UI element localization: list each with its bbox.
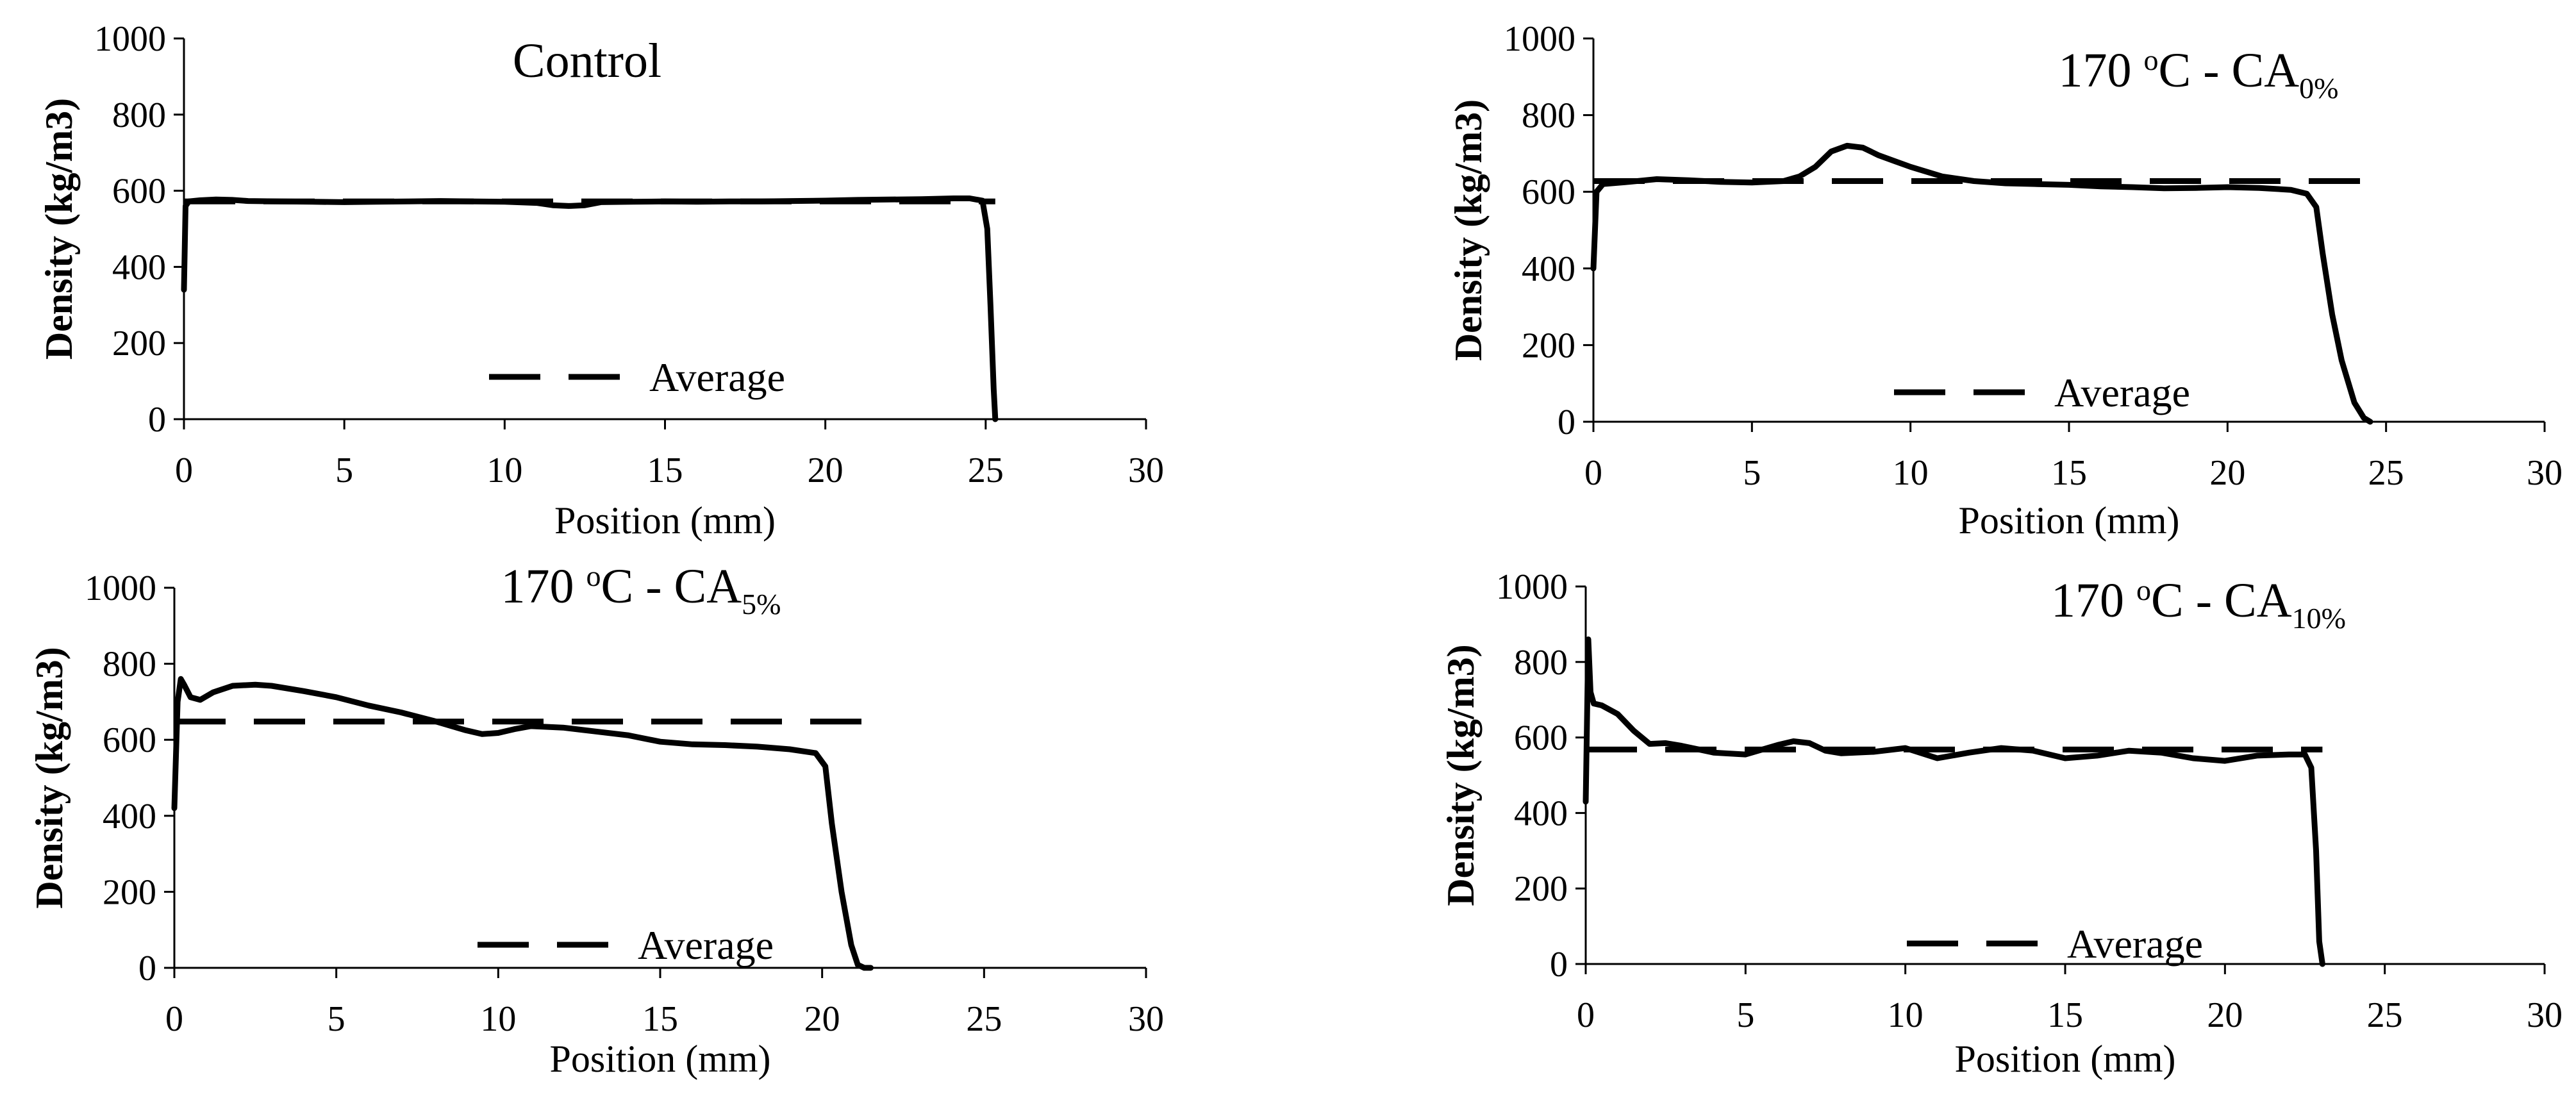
x-tick-label: 0 <box>1577 995 1595 1035</box>
x-tick-label: 20 <box>2209 453 2245 493</box>
x-tick-label: 25 <box>968 451 1004 490</box>
chart-control: 0 200 400 600 800 1000 0 5 10 15 20 25 30 Position (m… <box>38 19 1164 542</box>
x-axis-label: Position (mm) <box>554 499 776 542</box>
x-tick-label: 30 <box>1128 999 1164 1039</box>
x-tick-label: 20 <box>808 451 843 490</box>
x-tick-label: 25 <box>2367 995 2403 1035</box>
y-tick-label: 600 <box>1522 172 1575 212</box>
chart-title: Control <box>513 34 661 88</box>
chart-title: 170 oC - CA5% <box>501 560 781 620</box>
y-tick-label: 400 <box>1514 793 1568 833</box>
x-tick-label: 30 <box>2527 995 2563 1035</box>
y-tick-label: 200 <box>112 324 166 363</box>
legend-label: Average <box>638 922 774 968</box>
y-tick-label: 200 <box>1522 326 1575 365</box>
chart-170c-ca0: 0 200 400 600 800 1000 0 5 10 15 20 25 30 Position (m… <box>1447 19 2563 542</box>
legend-label: Average <box>2067 921 2203 967</box>
x-tick-label: 15 <box>2051 453 2087 493</box>
x-tick-label: 0 <box>1584 453 1602 493</box>
chart-title: 170 oC - CA0% <box>2059 44 2339 104</box>
x-tick-label: 30 <box>2527 453 2563 493</box>
x-tick-label: 5 <box>1736 995 1754 1035</box>
x-tick-label: 5 <box>335 451 353 490</box>
y-axis-label: Density (kg/m3) <box>1447 99 1490 361</box>
y-tick-label: 400 <box>112 247 166 287</box>
density-profile-line <box>181 195 999 422</box>
y-tick-label: 800 <box>103 645 156 685</box>
y-tick-label: 0 <box>148 400 166 440</box>
chart-170c-ca5: 0 200 400 600 800 1000 0 5 10 15 20 25 30 Position (m… <box>28 560 1164 1080</box>
y-tick-label: 400 <box>103 797 156 836</box>
density-profile-line <box>1583 636 2325 967</box>
y-tick-label: 800 <box>1522 96 1575 136</box>
y-tick-label: 400 <box>1522 249 1575 289</box>
y-axis-label: Density (kg/m3) <box>1440 644 1482 906</box>
y-tick-label: 600 <box>1514 719 1568 758</box>
y-tick-label: 0 <box>1558 403 1575 442</box>
y-tick-label: 200 <box>1514 869 1568 909</box>
y-tick-label: 1000 <box>94 19 166 59</box>
y-axis-label: Density (kg/m3) <box>38 98 80 360</box>
x-tick-label: 5 <box>328 999 345 1039</box>
x-tick-label: 0 <box>165 999 183 1039</box>
x-tick-label: 10 <box>486 451 522 490</box>
y-axis-label: Density (kg/m3) <box>28 647 71 908</box>
y-tick-label: 800 <box>1514 643 1568 683</box>
x-tick-label: 15 <box>642 999 678 1039</box>
x-tick-label: 25 <box>2368 453 2404 493</box>
chart-title: 170 oC - CA10% <box>2051 574 2346 635</box>
x-tick-label: 10 <box>1888 995 1924 1035</box>
x-axis-label: Position (mm) <box>1958 499 2179 542</box>
legend-label: Average <box>649 354 785 400</box>
y-tick-label: 1000 <box>1496 567 1568 607</box>
x-tick-label: 20 <box>804 999 840 1039</box>
x-tick-label: 0 <box>175 451 193 490</box>
density-profile-line <box>1590 142 2373 425</box>
density-profile-line <box>171 676 874 971</box>
x-tick-label: 5 <box>1743 453 1761 493</box>
x-tick-label: 15 <box>2047 995 2083 1035</box>
chart-170c-ca10: 0 200 400 600 800 1000 0 5 10 15 20 25 30 Position (m… <box>1440 567 2563 1080</box>
x-tick-label: 10 <box>480 999 516 1039</box>
x-tick-label: 20 <box>2207 995 2243 1035</box>
y-tick-label: 200 <box>103 872 156 912</box>
y-tick-label: 1000 <box>85 569 156 608</box>
y-tick-label: 0 <box>1550 945 1568 985</box>
x-axis-label: Position (mm) <box>549 1038 770 1080</box>
x-axis-label: Position (mm) <box>1954 1038 2175 1080</box>
y-tick-label: 600 <box>112 172 166 212</box>
x-tick-label: 15 <box>647 451 683 490</box>
legend-label: Average <box>2054 370 2190 415</box>
x-tick-label: 10 <box>1893 453 1929 493</box>
y-tick-label: 600 <box>103 720 156 760</box>
x-tick-label: 25 <box>966 999 1002 1039</box>
y-tick-label: 0 <box>138 949 156 988</box>
y-tick-label: 1000 <box>1504 19 1575 59</box>
y-tick-label: 800 <box>112 96 166 135</box>
x-tick-label: 30 <box>1128 451 1164 490</box>
